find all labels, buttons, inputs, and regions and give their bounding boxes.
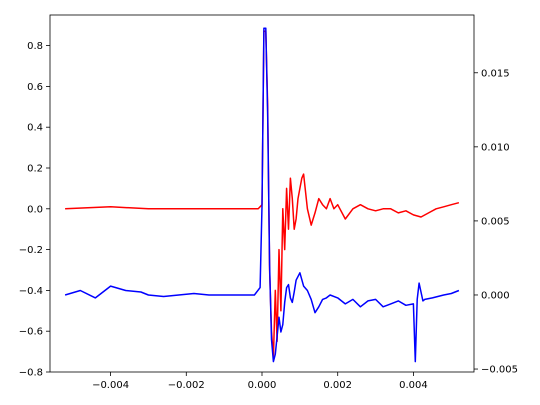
blue-series-line: [64, 27, 460, 363]
right-y-tick-label: 0.010: [481, 142, 510, 153]
left-y-tick-label: 0.2: [27, 164, 43, 175]
x-axis: −0.004 −0.002 0.000 0.002 0.004: [92, 372, 428, 391]
left-y-tick-label: −0.8: [19, 368, 43, 379]
x-tick-label: 0.002: [323, 380, 352, 391]
x-tick-label: 0.000: [248, 380, 277, 391]
right-y-tick-label: −0.005: [481, 365, 518, 376]
right-y-tick-label: 0.005: [481, 216, 510, 227]
x-tick-label: 0.004: [399, 380, 428, 391]
left-y-axis: −0.8 −0.6 −0.4 −0.2 0.0 0.2 0.4 0.6 0.8: [19, 41, 50, 379]
left-y-tick-label: 0.4: [27, 123, 43, 134]
left-y-tick-label: 0.6: [27, 82, 43, 93]
left-y-tick-label: −0.4: [19, 286, 43, 297]
right-y-tick-label: 0.015: [481, 68, 510, 79]
left-y-tick-label: −0.6: [19, 327, 43, 338]
left-y-tick-label: −0.2: [19, 245, 43, 256]
right-y-tick-label: 0.000: [481, 290, 510, 301]
x-tick-label: −0.004: [92, 380, 129, 391]
right-y-axis: −0.005 0.000 0.005 0.010 0.015: [474, 68, 518, 376]
left-y-tick-label: 0.8: [27, 41, 43, 52]
series-layer: [64, 27, 460, 363]
left-y-tick-label: 0.0: [27, 204, 43, 215]
x-tick-label: −0.002: [168, 380, 205, 391]
